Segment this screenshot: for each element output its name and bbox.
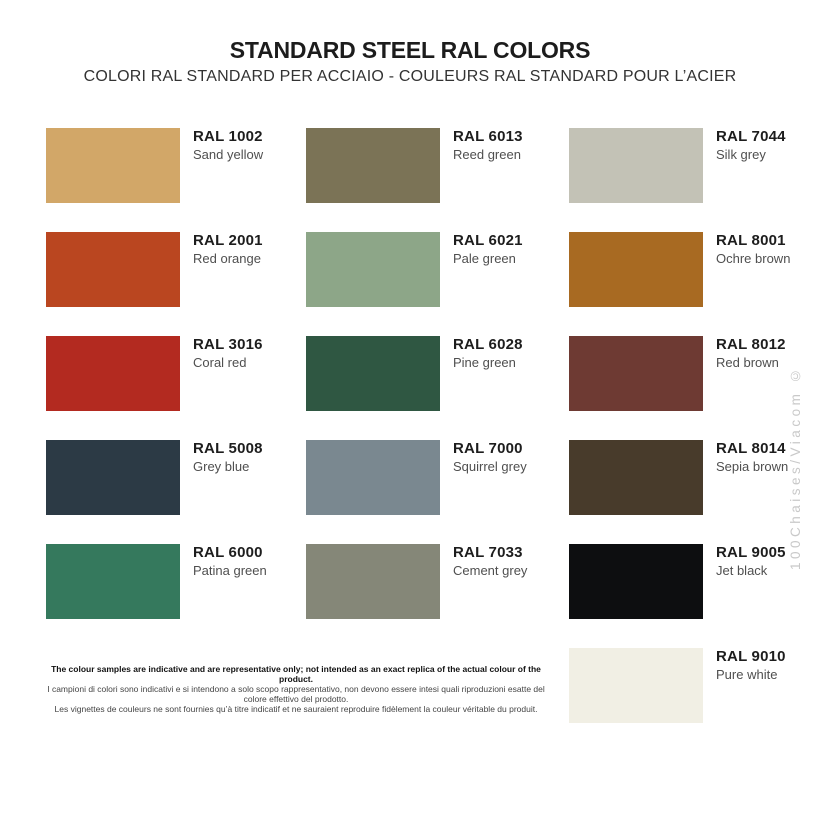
ral-name: Squirrel grey [453,458,527,474]
ral-code: RAL 8001 [716,232,786,249]
ral-cell-2001: RAL 2001 Red orange [46,232,264,307]
ral-cell-5008: RAL 5008 Grey blue [46,440,264,515]
swatch-column-3: RAL 7044 Silk grey RAL 8001 Ochre brown … [569,128,791,752]
swatch-labels: RAL 3016 Coral red [193,336,263,370]
ral-cell-8014: RAL 8014 Sepia brown [569,440,789,515]
ral-cell-6028: RAL 6028 Pine green [306,336,524,411]
ral-name: Reed green [453,146,521,162]
ral-cell-6021: RAL 6021 Pale green [306,232,524,307]
color-swatch-9010 [569,648,703,723]
ral-name: Sepia brown [716,458,789,474]
color-swatch-8001 [569,232,703,307]
swatch-labels: RAL 2001 Red orange [193,232,263,266]
color-swatch-6013 [306,128,440,203]
color-swatch-7044 [569,128,703,203]
ral-name: Sand yellow [193,146,264,162]
swatch-column-1: RAL 1002 Sand yellow RAL 2001 Red orange… [46,128,267,648]
ral-name: Coral red [193,354,247,370]
swatch-labels: RAL 6021 Pale green [453,232,523,266]
ral-name: Pine green [453,354,516,370]
ral-code: RAL 6000 [193,544,263,561]
color-swatch-7000 [306,440,440,515]
ral-name: Red orange [193,250,261,266]
ral-code: RAL 9010 [716,648,786,665]
swatch-labels: RAL 6000 Patina green [193,544,267,578]
ral-cell-7044: RAL 7044 Silk grey [569,128,787,203]
copyright-watermark: 100Chaises/Viacom © [788,364,803,570]
ral-code: RAL 6028 [453,336,523,353]
color-swatch-2001 [46,232,180,307]
disclaimer-line-en: The colour samples are indicative and ar… [51,664,541,684]
swatch-labels: RAL 8001 Ochre brown [716,232,791,266]
page-header: STANDARD STEEL RAL COLORS COLORI RAL STA… [0,0,820,86]
swatch-labels: RAL 9005 Jet black [716,544,786,578]
swatch-labels: RAL 7044 Silk grey [716,128,786,162]
ral-name: Grey blue [193,458,250,474]
ral-name: Ochre brown [716,250,791,266]
swatch-labels: RAL 6028 Pine green [453,336,523,370]
swatch-labels: RAL 8012 Red brown [716,336,786,370]
ral-name: Silk grey [716,146,766,162]
ral-cell-7033: RAL 7033 Cement grey [306,544,528,619]
ral-code: RAL 9005 [716,544,786,561]
ral-code: RAL 8014 [716,440,786,457]
color-swatch-9005 [569,544,703,619]
ral-code: RAL 1002 [193,128,263,145]
swatch-column-2: RAL 6013 Reed green RAL 6021 Pale green … [306,128,528,648]
color-swatch-3016 [46,336,180,411]
swatch-labels: RAL 7033 Cement grey [453,544,528,578]
color-swatch-8012 [569,336,703,411]
ral-code: RAL 2001 [193,232,263,249]
ral-name: Red brown [716,354,779,370]
ral-cell-9005: RAL 9005 Jet black [569,544,787,619]
disclaimer-line-it: I campioni di colori sono indicativi e s… [47,684,545,704]
page-title: STANDARD STEEL RAL COLORS [229,37,591,63]
ral-cell-6000: RAL 6000 Patina green [46,544,267,619]
ral-code: RAL 3016 [193,336,263,353]
ral-name: Cement grey [453,562,528,578]
swatch-labels: RAL 9010 Pure white [716,648,786,682]
ral-name: Jet black [716,562,768,578]
swatch-labels: RAL 1002 Sand yellow [193,128,264,162]
color-swatch-5008 [46,440,180,515]
ral-code: RAL 6013 [453,128,523,145]
color-swatch-1002 [46,128,180,203]
ral-cell-7000: RAL 7000 Squirrel grey [306,440,527,515]
ral-cell-8001: RAL 8001 Ochre brown [569,232,791,307]
color-swatch-6021 [306,232,440,307]
page-subtitle: COLORI RAL STANDARD PER ACCIAIO - COULEU… [83,68,737,86]
swatch-labels: RAL 8014 Sepia brown [716,440,789,474]
ral-code: RAL 6021 [453,232,523,249]
ral-code: RAL 7000 [453,440,523,457]
ral-code: RAL 7033 [453,544,523,561]
disclaimer-line-fr: Les vignettes de couleurs ne sont fourni… [54,704,538,714]
ral-cell-1002: RAL 1002 Sand yellow [46,128,264,203]
disclaimer: The colour samples are indicative and ar… [40,664,552,714]
swatch-labels: RAL 5008 Grey blue [193,440,263,474]
color-swatch-6000 [46,544,180,619]
swatch-labels: RAL 7000 Squirrel grey [453,440,527,474]
swatch-labels: RAL 6013 Reed green [453,128,523,162]
ral-cell-3016: RAL 3016 Coral red [46,336,264,411]
ral-code: RAL 5008 [193,440,263,457]
ral-cell-9010: RAL 9010 Pure white [569,648,787,723]
ral-code: RAL 7044 [716,128,786,145]
ral-code: RAL 8012 [716,336,786,353]
ral-cell-8012: RAL 8012 Red brown [569,336,787,411]
ral-name: Pure white [716,666,778,682]
color-swatch-6028 [306,336,440,411]
color-swatch-7033 [306,544,440,619]
ral-name: Patina green [193,562,267,578]
ral-name: Pale green [453,250,516,266]
color-swatch-8014 [569,440,703,515]
ral-cell-6013: RAL 6013 Reed green [306,128,524,203]
